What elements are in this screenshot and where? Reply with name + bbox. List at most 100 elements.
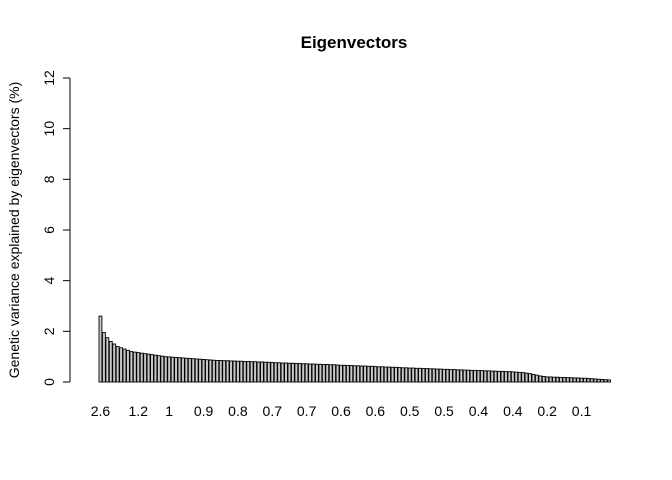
bar	[270, 362, 275, 383]
bar	[517, 371, 522, 383]
bar	[479, 370, 484, 383]
bar	[208, 359, 213, 383]
bar	[521, 372, 526, 383]
bar	[418, 367, 422, 383]
bar	[400, 367, 405, 383]
bar	[304, 363, 309, 383]
bar	[593, 378, 598, 383]
bar	[359, 365, 364, 383]
bar	[345, 365, 350, 383]
bar	[397, 367, 402, 383]
bar	[562, 376, 567, 383]
bar	[576, 377, 581, 383]
bar	[332, 364, 337, 383]
bar	[407, 367, 412, 383]
x-tick-labels: 2.6 1.2 1 0.9 0.8 0.7 0.7 0.6 0.6 0.5 0.5 0.4 0.4 0.2…	[91, 403, 592, 419]
bar	[308, 363, 312, 383]
bar	[373, 366, 378, 383]
bar	[390, 366, 395, 383]
bar	[315, 363, 319, 383]
bar	[449, 369, 453, 383]
bar	[363, 365, 367, 383]
bar	[239, 360, 244, 383]
bar	[170, 356, 175, 383]
bar	[328, 364, 333, 383]
bar	[500, 370, 505, 383]
bar	[534, 374, 539, 383]
y-tick-label: 2	[41, 327, 57, 335]
bar	[455, 369, 460, 383]
bar	[235, 360, 240, 383]
bar	[424, 368, 429, 383]
bar	[126, 349, 130, 383]
bar	[301, 363, 306, 383]
bar	[101, 332, 106, 383]
bar	[387, 366, 392, 383]
bar	[541, 375, 546, 383]
bars	[98, 315, 611, 383]
bar	[280, 362, 285, 383]
x-tick-label: 0.6	[366, 403, 386, 419]
bar	[132, 351, 137, 383]
chart-title: Eigenvectors	[301, 33, 408, 52]
bar	[184, 357, 189, 383]
bar	[321, 364, 326, 383]
bar	[205, 359, 209, 383]
bar	[211, 359, 216, 383]
bar	[266, 361, 271, 383]
bar	[156, 355, 161, 383]
bar	[442, 368, 446, 383]
bar	[246, 361, 251, 383]
x-tick-label: 1	[165, 403, 173, 419]
bar	[260, 361, 264, 383]
bar	[404, 367, 409, 383]
bar	[531, 373, 536, 383]
bar	[445, 368, 450, 383]
bar	[589, 378, 594, 383]
bar	[572, 377, 577, 383]
bar	[586, 378, 591, 383]
bar	[181, 357, 185, 383]
bar	[459, 369, 464, 383]
bar	[342, 364, 347, 383]
x-tick-label: 1.2	[129, 403, 149, 419]
bar	[318, 363, 323, 383]
bar	[177, 357, 182, 383]
bar	[108, 341, 113, 383]
bar	[273, 362, 278, 383]
bar	[105, 337, 110, 383]
bar	[253, 361, 258, 383]
x-tick-label: 2.6	[91, 403, 111, 419]
bar	[370, 365, 374, 383]
x-tick-label: 0.7	[263, 403, 283, 419]
bar	[284, 362, 288, 383]
bar	[569, 377, 574, 383]
bar	[122, 348, 127, 383]
x-tick-label: 0.9	[194, 403, 214, 419]
bar	[411, 367, 416, 383]
y-tick-label: 8	[41, 175, 57, 183]
bar	[394, 366, 398, 383]
x-tick-label: 0.1	[572, 403, 592, 419]
bar	[555, 376, 560, 383]
bar	[435, 368, 440, 383]
bar	[229, 360, 233, 383]
bar	[150, 354, 154, 383]
bar	[225, 360, 230, 383]
bar	[356, 365, 361, 383]
bar	[438, 368, 443, 383]
bar	[290, 362, 295, 383]
bar	[507, 371, 512, 383]
bar	[215, 360, 220, 383]
bar	[469, 369, 474, 383]
bar	[545, 376, 550, 383]
x-tick-label: 0.5	[400, 403, 420, 419]
bar	[191, 358, 196, 383]
bar	[493, 370, 498, 383]
bar	[277, 362, 282, 383]
x-tick-label: 0.6	[331, 403, 351, 419]
bar	[115, 346, 120, 383]
bar	[600, 379, 605, 383]
bar	[325, 364, 330, 383]
